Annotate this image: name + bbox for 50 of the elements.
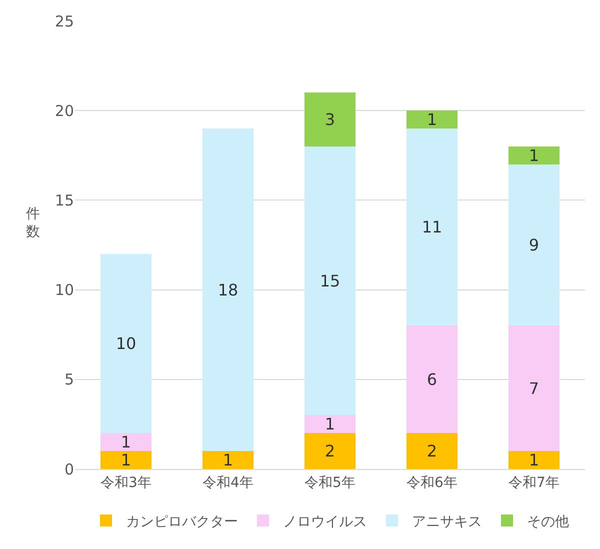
y-tick-label: 10 [54, 281, 74, 300]
data-label: 7 [528, 378, 540, 398]
y-tick-label: 0 [64, 460, 74, 478]
data-label: 1 [222, 450, 234, 470]
bar [406, 110, 458, 129]
bar [304, 415, 356, 434]
x-tick-label: 令和5年 [304, 474, 356, 491]
bar [508, 451, 560, 469]
x-tick-label: 令和6年 [406, 474, 458, 491]
data-label: 9 [528, 236, 540, 254]
bar [304, 146, 356, 416]
legend-label: ノロウイルス [283, 514, 367, 530]
data-label: 2 [324, 442, 336, 461]
bar [406, 433, 458, 469]
bar [406, 128, 458, 326]
x-tick-label: 令和7年 [508, 474, 560, 491]
legend-label: カンピロバクター [126, 514, 238, 530]
bar [100, 254, 152, 434]
data-label: 1 [528, 146, 540, 165]
legend-label: アニサキス [412, 514, 482, 530]
data-label: 18 [218, 280, 238, 300]
y-tick-label: 25 [54, 12, 74, 30]
data-label: 10 [116, 334, 136, 354]
data-label: 1 [120, 432, 132, 452]
y-axis-title: 件数 [26, 206, 40, 240]
bar [406, 326, 458, 434]
y-tick-label: 15 [54, 191, 74, 210]
data-label: 6 [426, 370, 438, 389]
bar [508, 146, 560, 164]
data-label: 3 [324, 110, 336, 130]
data-label: 1 [426, 110, 438, 130]
data-label: 15 [320, 271, 340, 290]
bar [202, 451, 254, 469]
bar [202, 128, 254, 452]
bar [100, 433, 152, 452]
data-label: 2 [426, 442, 438, 461]
legend-label: その他 [527, 514, 569, 530]
y-tick-label: 5 [64, 370, 74, 389]
bar [304, 433, 356, 469]
data-label: 1 [528, 450, 540, 470]
bar [304, 92, 356, 146]
bar [508, 164, 560, 326]
data-label: 11 [422, 218, 442, 237]
x-tick-label: 令和3年 [100, 474, 152, 491]
y-tick-label: 20 [54, 102, 74, 120]
bar [100, 451, 152, 469]
data-label: 1 [120, 450, 132, 470]
bar [508, 326, 560, 452]
data-label: 1 [324, 414, 336, 434]
x-tick-label: 令和4年 [202, 474, 254, 491]
